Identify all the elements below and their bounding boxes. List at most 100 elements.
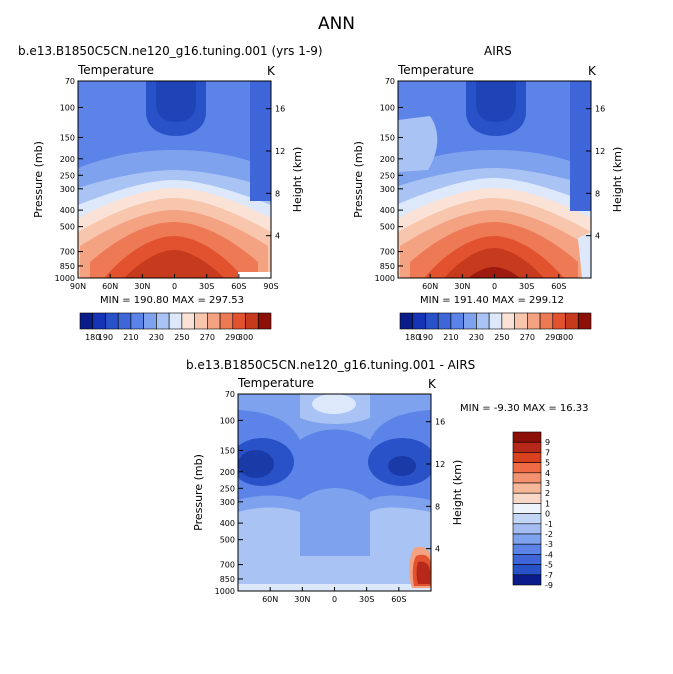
figure-title: ANN bbox=[317, 14, 356, 34]
y2-tick-label: 12 bbox=[275, 147, 285, 156]
colorbar-label: 180 bbox=[85, 333, 100, 342]
x-tick-label: 0 bbox=[332, 595, 337, 604]
colorbar-swatch bbox=[437, 312, 452, 330]
colorbar-swatch bbox=[92, 312, 106, 330]
colorbar-label: -1 bbox=[545, 520, 553, 529]
colorbar-swatch bbox=[539, 312, 554, 330]
colorbar-label: -3 bbox=[545, 540, 553, 549]
panel3-axes: 70 100 150 200 250 300 400 500 700 850 1000 16 12 8 4 6… bbox=[192, 390, 464, 604]
colorbar-label: 230 bbox=[469, 333, 484, 342]
colorbar-label: 0 bbox=[545, 510, 550, 519]
colorbar-label: -9 bbox=[545, 581, 553, 590]
colorbar-swatch bbox=[512, 441, 542, 453]
colorbar-swatch bbox=[512, 492, 542, 504]
panel3-title: b.e13.B1850C5CN.ne120_g16.tuning.001 - A… bbox=[186, 358, 476, 372]
x-tick-label: 60N bbox=[262, 595, 278, 604]
x-tick-label: 60N bbox=[102, 282, 118, 291]
y-tick-label: 500 bbox=[380, 223, 395, 232]
x-tick-label: 30N bbox=[454, 282, 470, 291]
panel3-top-white bbox=[312, 394, 356, 414]
y-tick-label: 150 bbox=[380, 133, 395, 142]
colorbar-label: 9 bbox=[545, 438, 550, 447]
colorbar-label: 3 bbox=[545, 479, 550, 488]
colorbar-swatch bbox=[501, 312, 515, 330]
panel3-left-label: Temperature bbox=[238, 376, 315, 390]
x-tick-label: 60N bbox=[422, 282, 438, 291]
x-tick-label: 60S bbox=[551, 282, 566, 291]
panel2-min-max: MIN = 191.40 MAX = 299.12 bbox=[420, 295, 565, 306]
colorbar-swatch bbox=[117, 312, 132, 330]
panel1-cold-core-inner bbox=[156, 81, 196, 122]
colorbar-swatch bbox=[105, 312, 119, 330]
panel1-right-label: K bbox=[267, 64, 275, 78]
colorbar-swatch bbox=[130, 312, 144, 330]
panel2-plot bbox=[398, 81, 591, 278]
y-tick-label: 300 bbox=[60, 185, 75, 194]
colorbar-swatch bbox=[450, 312, 464, 330]
colorbar-label: 7 bbox=[545, 448, 550, 457]
y-tick-label: 100 bbox=[60, 103, 75, 112]
colorbar-label: 270 bbox=[200, 333, 215, 342]
y-tick-label: 850 bbox=[60, 262, 75, 271]
colorbar-swatch bbox=[512, 543, 542, 555]
panel3-surface-light bbox=[238, 535, 431, 591]
y-tick-label: 150 bbox=[220, 446, 235, 455]
colorbar-swatch bbox=[143, 312, 157, 330]
colorbar-swatch bbox=[257, 312, 272, 330]
colorbar-swatch bbox=[181, 312, 195, 330]
colorbar-label: 210 bbox=[123, 333, 138, 342]
y-tick-label: 200 bbox=[60, 155, 75, 164]
y-tick-label: 400 bbox=[380, 206, 395, 215]
x-tick-label: 90S bbox=[263, 282, 278, 291]
panel2-surface-notch bbox=[578, 232, 591, 278]
colorbar-swatch bbox=[565, 312, 579, 330]
y2-axis-title: Height (km) bbox=[291, 147, 304, 213]
y-tick-label: 400 bbox=[220, 519, 235, 528]
colorbar-swatch bbox=[512, 523, 542, 535]
colorbar-swatch bbox=[207, 312, 221, 330]
y2-tick-label: 16 bbox=[275, 105, 285, 114]
x-tick-label: 30N bbox=[134, 282, 150, 291]
colorbar-swatch bbox=[512, 462, 542, 474]
colorbar-swatch bbox=[219, 312, 234, 330]
colorbar-swatch bbox=[527, 312, 541, 330]
colorbar-label: 1 bbox=[545, 499, 550, 508]
panel2-northpole-light bbox=[398, 116, 438, 172]
colorbar-swatch bbox=[463, 312, 477, 330]
colorbar-swatch bbox=[552, 312, 566, 330]
panel3-right-label: K bbox=[428, 377, 436, 391]
colorbar-label: 2 bbox=[545, 489, 550, 498]
colorbar-swatch bbox=[425, 312, 439, 330]
y-tick-label: 850 bbox=[220, 575, 235, 584]
panel1-title: b.e13.B1850C5CN.ne120_g16.tuning.001 (yr… bbox=[18, 44, 323, 58]
panel1-min-max: MIN = 190.80 MAX = 297.53 bbox=[100, 295, 245, 306]
colorbar-swatch bbox=[512, 482, 542, 494]
colorbar-label: 250 bbox=[174, 333, 189, 342]
colorbar-label: 300 bbox=[238, 333, 253, 342]
panel3-min-max: MIN = -9.30 MAX = 16.33 bbox=[460, 403, 589, 414]
panel1-plot bbox=[78, 81, 271, 278]
panel2-cold-core-inner bbox=[476, 81, 516, 122]
panel2-southpole-band bbox=[570, 81, 591, 211]
colorbar-swatch bbox=[168, 312, 183, 330]
colorbar-label: 190 bbox=[418, 333, 433, 342]
colorbar-label: 4 bbox=[545, 469, 550, 478]
panel1-contour-darkred bbox=[124, 250, 224, 278]
y-tick-label: 850 bbox=[380, 262, 395, 271]
y2-tick-label: 16 bbox=[595, 105, 605, 114]
y-tick-label: 500 bbox=[60, 223, 75, 232]
y2-tick-label: 12 bbox=[435, 460, 445, 469]
y-axis-title: Pressure (mb) bbox=[32, 141, 45, 218]
panel2-left-label: Temperature bbox=[398, 63, 475, 77]
colorbar-swatch bbox=[245, 312, 259, 330]
x-tick-label: 60S bbox=[231, 282, 246, 291]
panel3-antarctic-red bbox=[416, 561, 430, 584]
x-tick-label: 90N bbox=[70, 282, 86, 291]
panel1-left-label: Temperature bbox=[78, 63, 155, 77]
y-axis-title: Pressure (mb) bbox=[192, 454, 205, 531]
axes-layer: 7010015020025030040050070085010001612849… bbox=[32, 77, 624, 604]
